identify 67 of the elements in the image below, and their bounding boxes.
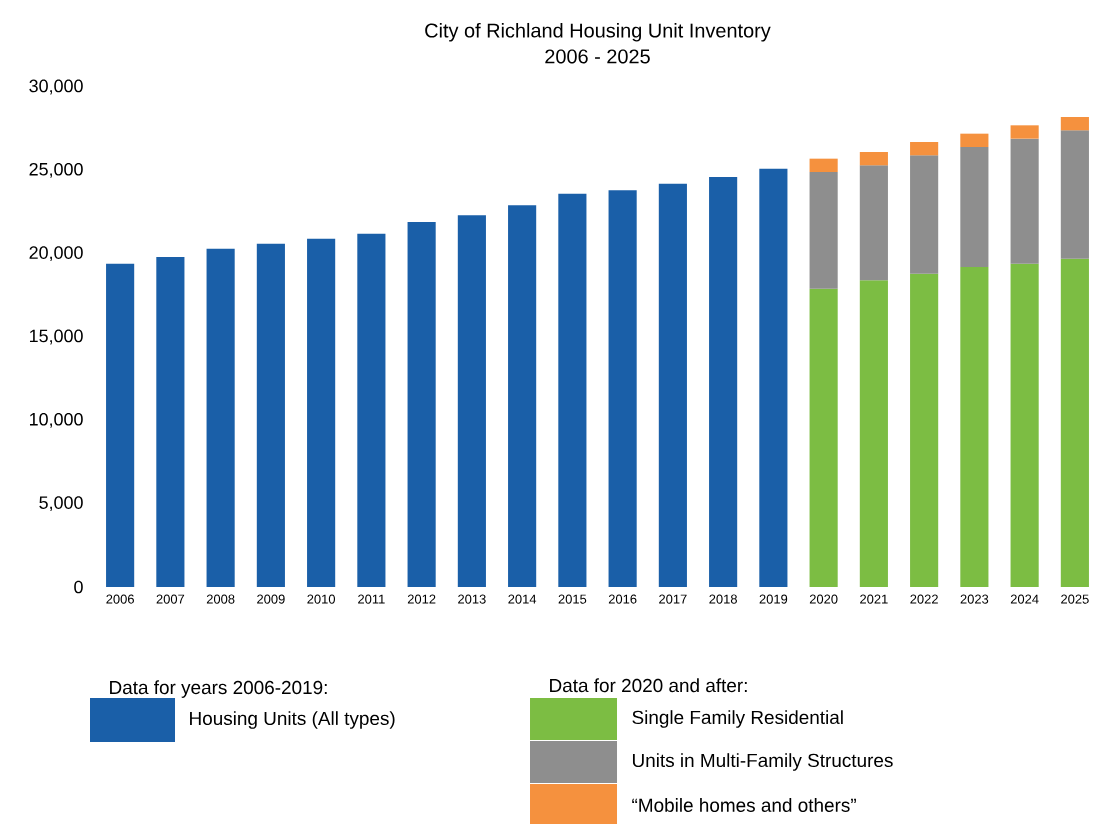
y-tick-label: 15,000 [29,329,83,345]
chart-title: City of Richland Housing Unit Inventory [425,22,771,42]
y-tick-label: 10,000 [29,412,83,428]
bar [809,171,838,289]
bar [106,263,135,587]
bar [558,193,587,587]
x-tick-label: 2020 [809,594,838,604]
x-tick-label: 2025 [1061,594,1089,604]
bar [859,165,888,281]
x-tick-label: 2013 [458,594,486,604]
legend-label: Housing Units (All types) [190,711,395,729]
bar [759,168,788,587]
bar [809,158,838,172]
x-tick-label: 2011 [358,594,385,604]
x-tick-label: 2014 [508,594,537,604]
bar [1010,263,1039,587]
legend-label: Single Family Residential [632,710,843,728]
bar [960,146,989,267]
x-tick-label: 2007 [156,594,185,604]
x-tick-label: 2024 [1010,594,1039,604]
x-tick-label: 2008 [206,594,235,604]
bar [156,256,185,587]
x-tick-label: 2023 [960,594,989,604]
bar [1010,138,1039,264]
bar [256,243,285,587]
y-tick-label: 5,000 [39,496,83,512]
text: Data for years 2006-2019: [110,680,327,698]
x-tick-label: 2012 [407,594,436,604]
x-tick-label: 2021 [860,594,888,604]
bar [1010,125,1039,139]
text: Data for 2020 and after: [550,678,747,693]
bar [457,215,486,587]
bar [1060,258,1089,587]
bar [1060,116,1089,131]
bar [508,205,537,587]
x-tick-label: 2010 [307,594,336,604]
bar [307,238,336,587]
x-tick-label: 2017 [659,594,687,604]
bar [407,221,436,587]
bar [206,248,235,587]
bar [809,288,838,587]
y-tick-label: 30,000 [29,79,83,95]
bar [960,266,989,587]
x-tick-label: 2019 [759,594,788,604]
bar [910,141,939,156]
x-tick-label: 2018 [709,594,737,604]
bar [709,176,738,587]
chart-subtitle: 2006 - 2025 [545,49,650,64]
legend-label: “Mobile homes and others” [632,798,856,812]
bar [910,155,939,274]
y-tick-label: 0 [74,580,83,594]
bar [658,183,687,587]
x-tick-label: 2006 [106,594,134,604]
x-tick-label: 2016 [608,594,637,604]
bar [608,190,637,587]
bar [859,151,888,166]
y-tick-label: 20,000 [29,246,83,262]
x-tick-label: 2009 [257,594,285,604]
x-tick-label: 2022 [910,594,938,604]
x-tick-label: 2015 [558,594,587,604]
bar [960,133,989,147]
bar [859,280,888,587]
legend-label: Units in Multi-Family Structures [632,753,893,771]
bar [357,233,386,587]
bar [910,273,939,587]
y-tick-label: 25,000 [29,162,83,178]
bar [1060,130,1089,259]
